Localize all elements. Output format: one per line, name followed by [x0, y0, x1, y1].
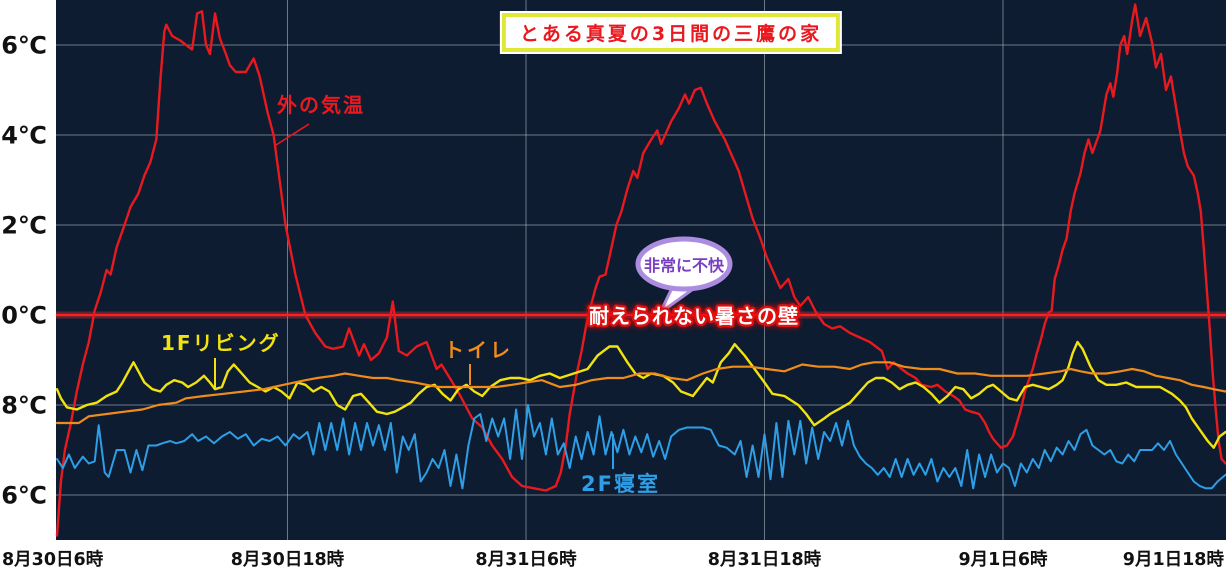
speech-bubble: [635, 236, 733, 292]
outdoor-label-pointer: [275, 123, 310, 146]
x-tick-label: 8月30日18時: [231, 549, 345, 570]
y-tick-label: 30℃: [0, 302, 47, 330]
series-bedroom_2f-line: [56, 404, 1226, 490]
x-tick-label: 8月30日6時: [2, 549, 104, 570]
y-tick-label: 28℃: [0, 392, 47, 420]
x-tick-label: 8月31日6時: [475, 549, 577, 570]
x-tick-label: 9月1日18時: [1123, 549, 1225, 570]
toilet-series-label: トイレ: [444, 338, 513, 362]
y-tick-label: 32℃: [0, 212, 47, 240]
y-tick-label: 26℃: [0, 482, 47, 510]
y-tick-label: 36℃: [0, 32, 47, 60]
series-toilet-line: [55, 361, 1226, 425]
outdoor-series-label: 外の気温: [277, 93, 365, 117]
chart-title: とある真夏の3日間の三鷹の家: [501, 13, 841, 52]
bedroom-series-label: 2F寝室: [581, 472, 660, 496]
living-series-label: 1Fリビング: [161, 331, 281, 355]
x-tick-label: 9月1日6時: [958, 549, 1048, 570]
bubble-label: 非常に不快: [644, 256, 725, 275]
heat-wall-label: 耐えられない暑さの壁: [589, 304, 799, 328]
x-tick-label: 8月31日18時: [708, 549, 822, 570]
chart-title-text: とある真夏の3日間の三鷹の家: [519, 23, 823, 45]
series-outdoor-line: [55, 3, 1226, 537]
y-tick-label: 34℃: [0, 122, 47, 150]
series-lines: [55, 3, 1226, 537]
